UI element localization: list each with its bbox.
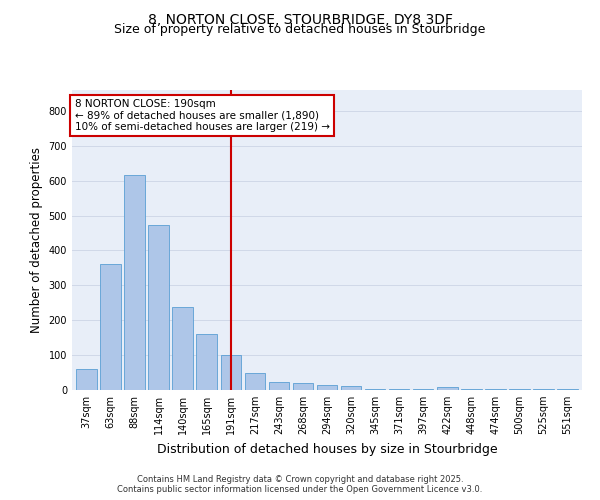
Bar xyxy=(341,386,361,390)
Text: 8 NORTON CLOSE: 190sqm
← 89% of detached houses are smaller (1,890)
10% of semi-: 8 NORTON CLOSE: 190sqm ← 89% of detached… xyxy=(74,99,329,132)
Text: Distribution of detached houses by size in Stourbridge: Distribution of detached houses by size … xyxy=(157,442,497,456)
Bar xyxy=(245,374,265,390)
Bar xyxy=(172,308,193,390)
Bar xyxy=(124,175,145,390)
Y-axis label: Number of detached properties: Number of detached properties xyxy=(30,147,43,333)
Bar xyxy=(148,226,169,390)
Bar xyxy=(317,385,337,390)
Bar xyxy=(557,388,578,390)
Text: Size of property relative to detached houses in Stourbridge: Size of property relative to detached ho… xyxy=(115,22,485,36)
Bar xyxy=(293,383,313,390)
Text: Contains HM Land Registry data © Crown copyright and database right 2025.
Contai: Contains HM Land Registry data © Crown c… xyxy=(118,474,482,494)
Bar xyxy=(196,334,217,390)
Bar xyxy=(221,355,241,390)
Bar xyxy=(437,387,458,390)
Text: 8, NORTON CLOSE, STOURBRIDGE, DY8 3DF: 8, NORTON CLOSE, STOURBRIDGE, DY8 3DF xyxy=(148,12,452,26)
Bar xyxy=(269,382,289,390)
Bar xyxy=(100,264,121,390)
Bar xyxy=(76,369,97,390)
